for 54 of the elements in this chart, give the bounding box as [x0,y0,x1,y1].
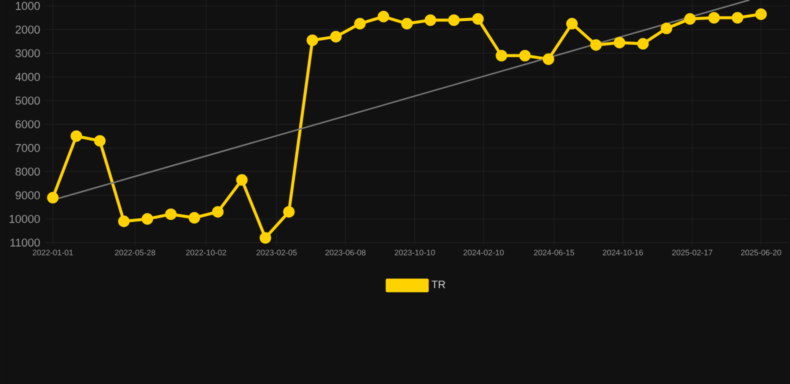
y-tick-label: 10000 [10,214,40,223]
point [472,13,484,25]
point [496,50,508,62]
point [519,50,531,62]
point [330,30,342,42]
x-tick-label: 2024-10-16 [602,250,643,256]
y-tick-label: 8000 [16,168,40,176]
y-tick-label: 6000 [16,120,40,128]
y-tick-label: 1000 [16,2,40,10]
y-tick-label: 2000 [16,26,40,34]
x-tick-label: 2024-02-10 [464,250,504,256]
point [283,206,295,218]
x-tick-label: 2025-02-17 [672,250,712,256]
point [566,18,578,30]
point [401,18,413,30]
legend-label: TR [432,280,446,288]
point [542,53,554,65]
point [236,174,248,186]
point [732,12,744,24]
point [212,206,224,218]
x-tick-label: 2022-01-01 [32,250,73,256]
point [47,192,59,204]
point [684,13,696,25]
point [637,38,649,50]
y-tick-label: 3000 [16,49,40,58]
x-tick-label: 2024-06-15 [534,250,574,256]
point [424,14,436,26]
x-tick-label: 2025-06-20 [740,250,782,256]
point [660,22,672,34]
y-tick-label: 9000 [16,191,40,200]
x-tick-label: 2022-10-02 [186,250,226,256]
point [755,8,767,20]
y-tick-label: 5000 [16,96,40,105]
x-tick-label: 2022-05-28 [115,250,156,256]
x-tick-label: 2023-02-05 [256,250,297,256]
point [306,34,318,46]
point [260,232,272,244]
y-tick-label: 11000 [10,238,40,247]
point [354,18,366,30]
point [142,213,154,225]
y-tick-label: 7000 [16,144,40,152]
point [590,39,602,51]
point [94,135,106,147]
x-tick-label: 2023-10-10 [394,250,435,256]
point [165,208,177,220]
point [188,212,200,224]
point [118,216,130,228]
point [708,12,720,24]
point [448,14,460,26]
point [614,36,626,48]
y-tick-label: 4000 [15,72,40,81]
x-tick-label: 2023-06-08 [325,250,366,256]
point [70,130,82,142]
point [378,10,390,22]
